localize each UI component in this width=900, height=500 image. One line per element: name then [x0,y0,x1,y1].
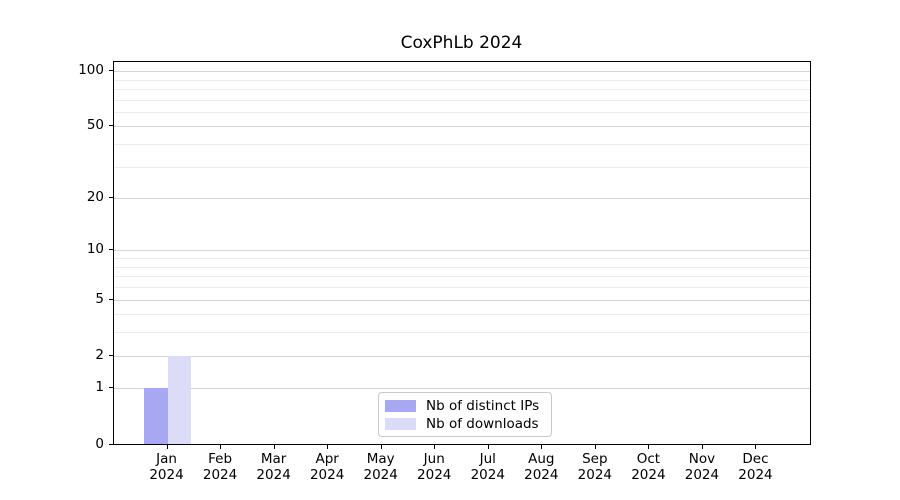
x-axis-tick [327,444,329,449]
x-tick-year: 2024 [363,467,398,483]
gridline-major [114,355,810,357]
x-tick-year: 2024 [309,467,345,483]
y-axis-tick [109,387,113,389]
gridline-minor [114,266,810,268]
legend-label-downloads: Nb of downloads [426,415,539,432]
y-tick-label: 100 [78,62,104,79]
y-axis-tick [109,125,113,127]
y-axis-tick [109,443,113,445]
x-tick-year: 2024 [470,467,505,483]
y-axis-tick [109,197,113,199]
x-tick-year: 2024 [202,467,238,483]
x-tick-year: 2024 [256,467,291,483]
x-tick-month: Jan [156,450,177,467]
y-tick-label: 2 [95,346,104,363]
y-axis-tick [109,298,113,300]
x-tick-label: Nov 2024 [670,451,734,484]
legend-label-distinct-ips: Nb of distinct IPs [426,397,540,414]
legend: Nb of distinct IPs Nb of downloads [378,392,552,437]
x-tick-month: Apr [315,450,339,467]
x-axis-tick [594,444,596,449]
x-axis-tick [701,444,703,449]
x-axis-tick [166,444,168,449]
gridline-major [114,126,810,128]
x-tick-year: 2024 [149,467,184,483]
x-tick-year: 2024 [738,467,773,483]
x-axis-tick [648,444,650,449]
gridline-minor [114,166,810,168]
gridline-major [114,388,810,390]
gridline-minor [114,79,810,81]
x-tick-year: 2024 [577,467,613,483]
x-axis-tick [434,444,436,449]
gridline-major [114,71,810,73]
x-axis-tick [755,444,757,449]
x-tick-month: Dec [742,450,769,467]
x-tick-label: Oct 2024 [616,451,680,484]
x-tick-year: 2024 [417,467,452,483]
x-tick-label: Feb 2024 [188,451,252,484]
x-tick-year: 2024 [631,467,666,483]
plot-area [113,61,811,445]
x-tick-month: Jun [423,450,445,467]
x-tick-label: Sep 2024 [563,451,627,484]
x-axis-tick [273,444,275,449]
x-tick-month: Aug [528,450,555,467]
x-tick-month: Nov [688,450,716,467]
x-tick-year: 2024 [684,467,720,483]
x-tick-month: Mar [260,450,287,467]
x-tick-label: Aug 2024 [509,451,573,484]
x-axis-tick [541,444,543,449]
gridline-minor [114,276,810,278]
y-tick-label: 10 [86,241,104,258]
x-tick-label: Apr 2024 [295,451,359,484]
legend-swatch-downloads [385,417,416,430]
y-tick-label: 0 [95,435,104,452]
chart-title: CoxPhLb 2024 [400,33,523,53]
x-tick-label: May 2024 [349,451,413,484]
x-tick-label: Dec 2024 [723,451,787,484]
gridline-minor [114,144,810,146]
x-tick-month: May [366,450,395,467]
gridline-minor [114,332,810,334]
y-axis-tick [109,354,113,356]
legend-item-downloads: Nb of downloads [385,415,543,432]
gridline-major [114,250,810,252]
x-tick-label: Jan 2024 [135,451,199,484]
gridline-minor [114,287,810,289]
gridline-major [114,198,810,200]
x-tick-label: Mar 2024 [242,451,306,484]
gridline-minor [114,88,810,90]
y-tick-label: 50 [86,117,104,134]
bar-nb-of-downloads-jan [167,355,192,445]
legend-swatch-distinct-ips [385,399,416,412]
gridline-minor [114,258,810,260]
x-tick-month: Feb [208,450,233,467]
gridline-major [114,299,810,301]
x-tick-month: Jul [479,450,496,467]
x-tick-year: 2024 [524,467,559,483]
gridline-minor [114,99,810,101]
x-tick-month: Oct [636,450,661,467]
x-tick-label: Jul 2024 [456,451,520,484]
x-tick-label: Jun 2024 [402,451,466,484]
x-tick-month: Sep [582,450,608,467]
bar-nb-of-distinct-ips-jan [144,388,168,445]
x-axis-tick [380,444,382,449]
x-axis-tick [487,444,489,449]
y-tick-label: 1 [95,379,104,396]
y-axis-tick [109,249,113,251]
y-tick-label: 5 [95,290,104,307]
y-tick-label: 20 [86,189,104,206]
x-axis-tick [220,444,222,449]
legend-item-distinct-ips: Nb of distinct IPs [385,397,543,414]
y-axis-tick [109,70,113,72]
gridline-minor [114,111,810,113]
gridline-minor [114,314,810,316]
